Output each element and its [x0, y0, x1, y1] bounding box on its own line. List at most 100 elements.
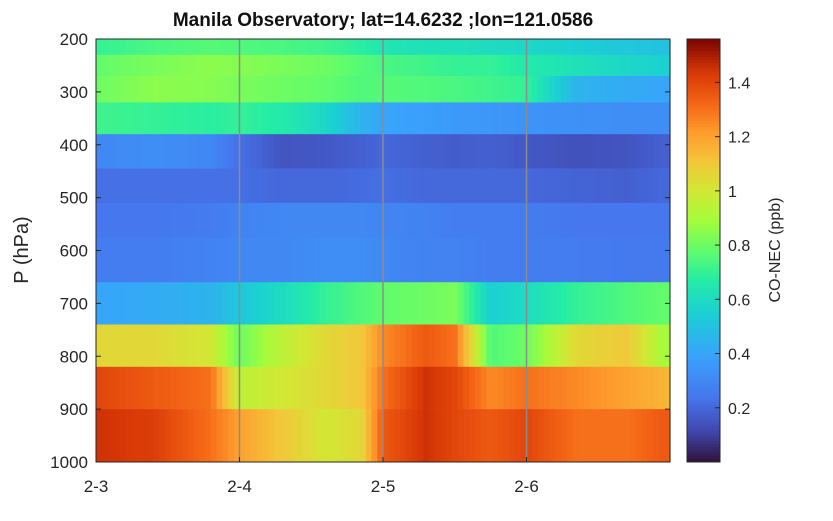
heatmap-cell — [618, 282, 625, 325]
heatmap-cell — [371, 366, 378, 410]
heatmap-cell — [383, 237, 390, 283]
heatmap-cell — [549, 168, 556, 204]
heatmap-cell — [279, 324, 287, 368]
heatmap-cell — [394, 54, 401, 77]
heatmap-cell — [423, 237, 430, 283]
heatmap-cell — [256, 237, 264, 283]
heatmap-cell — [360, 409, 367, 463]
heatmap-cell — [164, 366, 172, 410]
heatmap-cell — [572, 39, 579, 56]
heatmap-cell — [101, 76, 109, 103]
heatmap-cell — [652, 366, 660, 410]
heatmap-cell — [273, 39, 281, 56]
heatmap-cell — [113, 366, 120, 410]
heatmap-cell — [595, 76, 602, 103]
heatmap-cell — [474, 409, 482, 463]
heatmap-cell — [245, 39, 252, 56]
heatmap-cell — [515, 102, 522, 135]
heatmap-cell — [635, 54, 642, 77]
heatmap-cell — [618, 168, 625, 204]
heatmap-cell — [400, 168, 407, 204]
heatmap-cell — [589, 102, 596, 135]
heatmap-cell — [629, 202, 637, 238]
heatmap-cell — [377, 54, 384, 77]
heatmap-cell — [652, 102, 660, 135]
heatmap-cell — [601, 102, 608, 135]
heatmap-cell — [383, 54, 390, 77]
heatmap-cell — [400, 202, 407, 238]
heatmap-cell — [176, 76, 183, 103]
heatmap-cell — [583, 54, 591, 77]
heatmap-cell — [555, 102, 562, 135]
heatmap-cell — [400, 409, 407, 463]
heatmap-cell — [549, 39, 556, 56]
heatmap-cell — [291, 102, 298, 135]
heatmap-cell — [647, 282, 654, 325]
heatmap-cell — [543, 237, 551, 283]
heatmap-cell — [400, 366, 407, 410]
heatmap-cell — [291, 134, 298, 169]
colorbar — [687, 39, 720, 463]
colorbar-segment — [687, 232, 720, 236]
y-tick-label: 600 — [60, 242, 88, 261]
heatmap-cell — [658, 134, 665, 169]
heatmap-cell — [210, 237, 218, 283]
heatmap-cell — [624, 134, 631, 169]
heatmap-cell — [578, 39, 585, 56]
colorbar-segment — [687, 211, 720, 215]
heatmap-cell — [451, 237, 459, 283]
heatmap-cell — [612, 39, 619, 56]
heatmap-cell — [164, 134, 172, 169]
heatmap-cell — [463, 168, 470, 204]
heatmap-cell — [193, 134, 200, 169]
heatmap-cell — [400, 282, 407, 325]
heatmap-cell — [480, 76, 487, 103]
heatmap-cell — [285, 102, 292, 135]
heatmap-cell — [394, 237, 401, 283]
heatmap-cell — [176, 39, 183, 56]
heatmap-cell — [130, 39, 137, 56]
heatmap-cell — [394, 168, 401, 204]
colorbar-segment — [687, 111, 720, 116]
heatmap-cell — [222, 324, 229, 368]
heatmap-cell — [532, 409, 539, 463]
colorbar-segment — [687, 66, 720, 70]
heatmap-cell — [302, 237, 309, 283]
heatmap-cell — [647, 134, 654, 169]
heatmap-cell — [457, 76, 464, 103]
heatmap-cell — [394, 39, 401, 56]
heatmap-cell — [365, 202, 373, 238]
heatmap-cell — [486, 39, 493, 56]
heatmap-cell — [113, 282, 120, 325]
heatmap-cell — [589, 168, 596, 204]
heatmap-cell — [520, 237, 528, 283]
heatmap-cell — [383, 282, 390, 325]
heatmap-cell — [595, 409, 602, 463]
heatmap-cell — [566, 237, 574, 283]
heatmap-cell — [337, 102, 344, 135]
heatmap-cell — [543, 202, 551, 238]
heatmap-cell — [566, 168, 574, 204]
heatmap-cell — [492, 102, 499, 135]
heatmap-cell — [492, 237, 499, 283]
heatmap-cell — [262, 409, 269, 463]
heatmap-cell — [136, 134, 143, 169]
heatmap-cell — [153, 39, 160, 56]
heatmap-cell — [365, 76, 373, 103]
heatmap-cell — [176, 168, 183, 204]
heatmap-cell — [446, 134, 453, 169]
heatmap-cell — [526, 168, 533, 204]
heatmap-cell — [337, 366, 344, 410]
heatmap-cell — [216, 282, 223, 325]
heatmap-cell — [279, 237, 287, 283]
heatmap-cell — [423, 168, 430, 204]
heatmap-cell — [515, 237, 522, 283]
colorbar-segment — [687, 84, 720, 88]
y-tick-label: 200 — [60, 30, 88, 49]
heatmap-cell — [118, 324, 126, 368]
heatmap-cell — [331, 168, 338, 204]
heatmap-cell — [629, 366, 637, 410]
heatmap-cell — [176, 366, 183, 410]
heatmap-cell — [566, 102, 574, 135]
heatmap-cell — [463, 366, 470, 410]
